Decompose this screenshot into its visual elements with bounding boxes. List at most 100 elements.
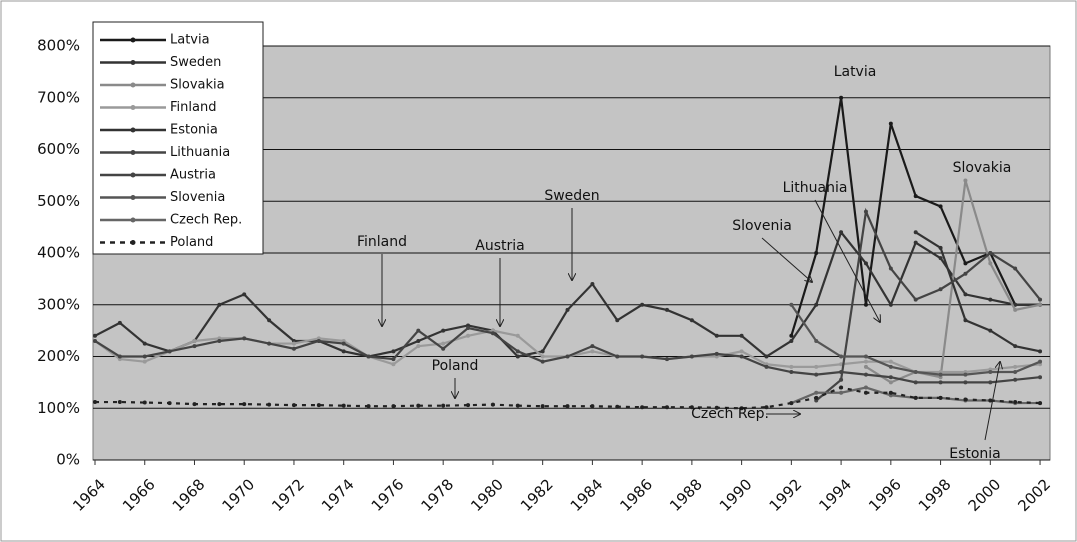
point <box>565 307 570 312</box>
point <box>863 209 868 214</box>
point <box>888 121 893 126</box>
point <box>863 354 868 359</box>
point <box>167 401 172 406</box>
point <box>466 326 471 331</box>
point <box>441 328 446 333</box>
annotation: Lithuania <box>783 180 848 196</box>
y-tick-label: 800% <box>37 37 80 55</box>
point <box>615 404 620 409</box>
point <box>341 341 346 346</box>
point <box>938 245 943 250</box>
point <box>142 341 147 346</box>
point <box>117 354 122 359</box>
point <box>988 297 993 302</box>
point <box>117 400 122 405</box>
point <box>938 372 943 377</box>
point <box>988 398 993 403</box>
point <box>1038 349 1043 354</box>
legend-marker <box>130 105 136 110</box>
point <box>1013 400 1018 405</box>
point <box>1038 359 1043 364</box>
point <box>1038 375 1043 380</box>
point <box>963 261 968 266</box>
point <box>714 333 719 338</box>
point <box>441 403 446 408</box>
point <box>466 403 471 408</box>
point <box>938 204 943 209</box>
point <box>217 302 222 307</box>
point <box>913 240 918 245</box>
point <box>913 297 918 302</box>
legend-marker <box>130 60 136 65</box>
annotation: Latvia <box>834 64 877 80</box>
legend-label: Poland <box>170 235 213 250</box>
legend-marker <box>130 217 136 223</box>
point <box>839 390 844 395</box>
point <box>888 364 893 369</box>
point <box>291 341 296 346</box>
legend-label: Sweden <box>170 55 221 70</box>
point <box>764 354 769 359</box>
point <box>739 354 744 359</box>
point <box>913 194 918 199</box>
point <box>366 404 371 409</box>
point <box>1013 344 1018 349</box>
point <box>814 395 819 400</box>
annotation: Austria <box>475 238 524 254</box>
annotation-arrow <box>761 237 812 282</box>
point <box>192 338 197 343</box>
point <box>988 380 993 385</box>
point <box>565 404 570 409</box>
point <box>590 282 595 287</box>
point <box>291 346 296 351</box>
y-tick-label: 300% <box>37 295 80 313</box>
point <box>963 318 968 323</box>
point <box>913 370 918 375</box>
point <box>839 362 844 367</box>
point <box>590 404 595 409</box>
series-line <box>915 231 1041 353</box>
point <box>789 302 794 307</box>
point <box>590 349 595 354</box>
point <box>217 402 222 407</box>
y-tick-label: 500% <box>37 192 80 210</box>
point <box>839 95 844 100</box>
point <box>416 338 421 343</box>
legend-label: Finland <box>170 100 216 115</box>
point <box>1013 364 1018 369</box>
point <box>789 370 794 375</box>
point <box>888 375 893 380</box>
point <box>515 354 520 359</box>
point <box>441 341 446 346</box>
y-tick-label: 400% <box>37 244 80 262</box>
legend-label: Austria <box>170 168 216 183</box>
point <box>1038 297 1043 302</box>
legend-marker <box>130 195 136 200</box>
point <box>142 359 147 364</box>
point <box>316 338 321 343</box>
y-tick-label: 700% <box>37 88 80 106</box>
point <box>839 377 844 382</box>
point <box>888 390 893 395</box>
point <box>391 357 396 362</box>
point <box>863 390 868 395</box>
point <box>963 397 968 402</box>
point <box>93 338 97 343</box>
point <box>888 359 893 364</box>
point <box>341 349 346 354</box>
point <box>739 406 744 411</box>
point <box>739 349 744 354</box>
point <box>814 390 819 395</box>
point <box>416 344 421 349</box>
point <box>963 178 968 183</box>
point <box>441 346 446 351</box>
point <box>665 357 670 362</box>
point <box>640 302 645 307</box>
point <box>540 354 545 359</box>
point <box>242 292 247 297</box>
point <box>839 385 844 390</box>
point <box>764 364 769 369</box>
point <box>117 320 122 325</box>
y-tick-label: 100% <box>37 399 80 417</box>
legend-marker <box>130 150 136 155</box>
